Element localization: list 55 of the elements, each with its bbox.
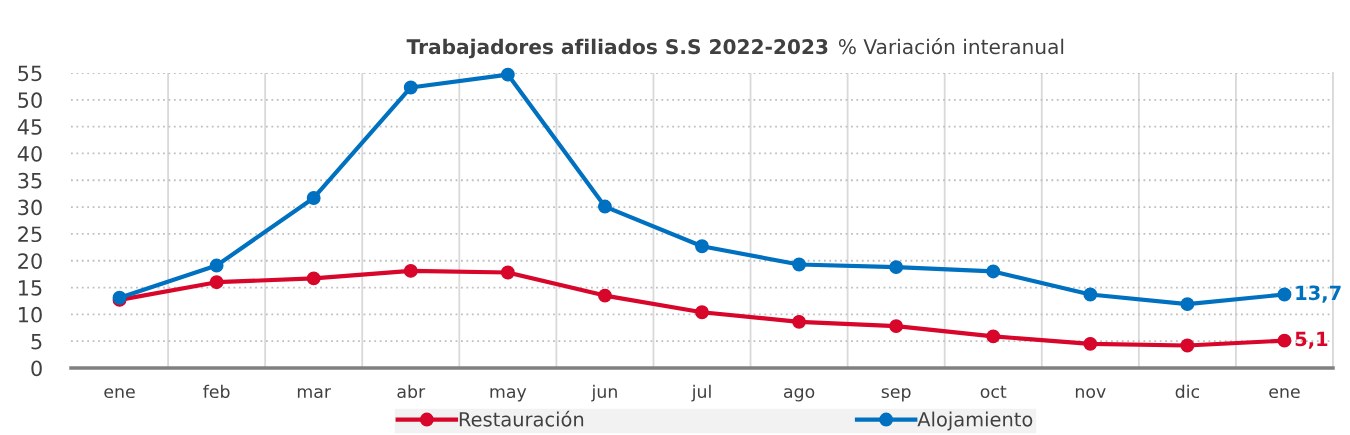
point <box>1277 287 1292 302</box>
point <box>597 288 612 303</box>
point <box>792 314 807 329</box>
y-tick-label: 40 <box>17 145 42 162</box>
y-tick-label: 5 <box>31 333 42 350</box>
point <box>209 275 224 290</box>
data-label: 5,1 <box>1295 331 1328 349</box>
point <box>889 260 904 275</box>
x-tick-label: jul <box>691 384 711 402</box>
x-tick-label: mar <box>297 388 332 399</box>
y-tick-label: 55 <box>18 65 42 82</box>
point <box>1180 338 1195 353</box>
point <box>306 191 321 205</box>
y-tick-label: 45 <box>17 119 42 135</box>
y-tick-label: 20 <box>18 253 42 269</box>
data-label: 13,7 <box>1296 285 1341 303</box>
x-tick-label: jun <box>591 384 617 402</box>
legend-label: Restauración <box>459 410 584 427</box>
point <box>306 271 321 286</box>
point <box>986 264 1001 279</box>
point <box>695 239 709 254</box>
x-tick-label: feb <box>203 384 230 399</box>
point <box>403 263 418 278</box>
y-tick-label: 35 <box>18 172 42 189</box>
point <box>209 258 224 273</box>
x-tick-label: nov <box>1075 388 1106 399</box>
point <box>792 257 807 272</box>
y-tick-label: 50 <box>18 92 42 109</box>
x-tick-label: ago <box>783 388 815 402</box>
point <box>986 329 1001 344</box>
y-tick-label: 30 <box>18 199 42 216</box>
point <box>1180 297 1195 312</box>
legend-label: Alojamiento <box>917 411 1033 431</box>
point <box>1083 336 1098 351</box>
point <box>500 67 515 82</box>
y-tick-label: 15 <box>19 280 42 296</box>
point <box>597 199 612 214</box>
chart-subtitle: % Variación interanual <box>838 37 1064 55</box>
y-tick-label: 0 <box>31 360 42 377</box>
chart-title: Trabajadores afiliados S.S 2022-2023 <box>406 38 828 59</box>
x-tick-label: ene <box>1269 388 1300 399</box>
x-tick-label: dic <box>1175 384 1199 399</box>
point <box>1277 333 1292 348</box>
point <box>403 80 418 95</box>
point <box>500 265 515 280</box>
x-tick-label: abr <box>397 384 426 399</box>
point <box>695 305 709 320</box>
y-tick-label: 25 <box>18 226 42 243</box>
x-tick-label: oct <box>980 385 1007 399</box>
y-tick-label: 10 <box>19 306 42 323</box>
point <box>889 319 904 334</box>
x-tick-label: sep <box>881 388 911 402</box>
point <box>1083 287 1098 302</box>
x-tick-label: may <box>490 388 527 402</box>
x-tick-label: ene <box>104 388 135 399</box>
